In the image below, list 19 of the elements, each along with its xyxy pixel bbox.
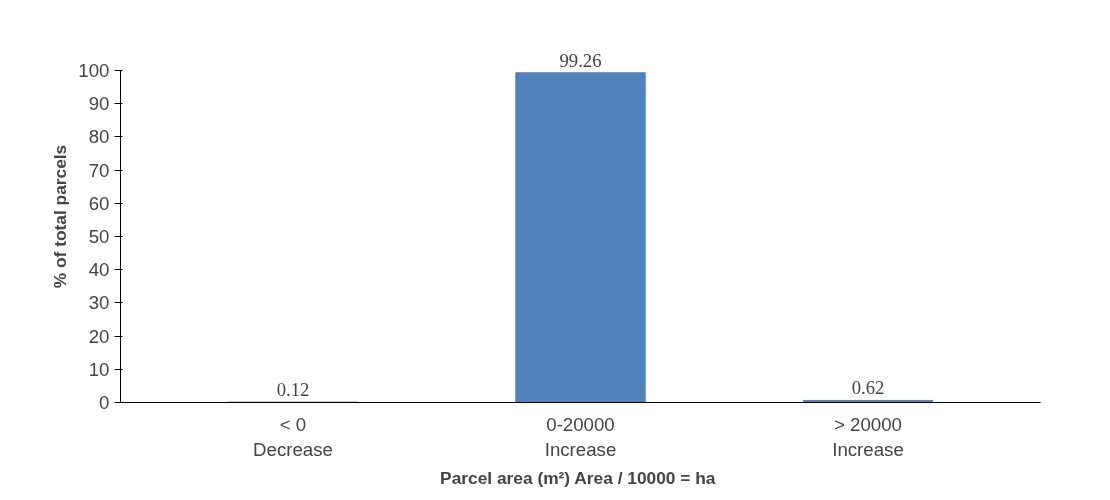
y-tick-label: 40	[88, 259, 110, 281]
y-tick-label: 70	[88, 159, 110, 181]
y-tick-label: 60	[88, 192, 110, 214]
data-label: 99.26	[559, 49, 602, 71]
x-tick-label: > 20000 Increase	[832, 413, 904, 460]
y-tick-label: 100	[78, 59, 110, 81]
y-tick-label: 20	[88, 325, 110, 347]
x-tick-label: 0-20000 Increase	[544, 413, 617, 460]
y-axis-title: % of total parcels	[50, 144, 71, 289]
y-tick-label: 30	[88, 292, 110, 314]
y-tick-label: 0	[99, 392, 110, 413]
y-tick-label: 10	[88, 358, 110, 380]
y-tick-label: 50	[88, 225, 110, 247]
x-axis-title: Parcel area (m²) Area / 10000 = ha	[440, 467, 716, 488]
x-tick-label: < 0 Decrease	[253, 413, 333, 460]
y-tick-label: 90	[88, 93, 110, 115]
data-label: 0.62	[851, 377, 885, 399]
y-tick-label: 80	[88, 126, 110, 148]
data-label: 0.12	[276, 379, 310, 401]
